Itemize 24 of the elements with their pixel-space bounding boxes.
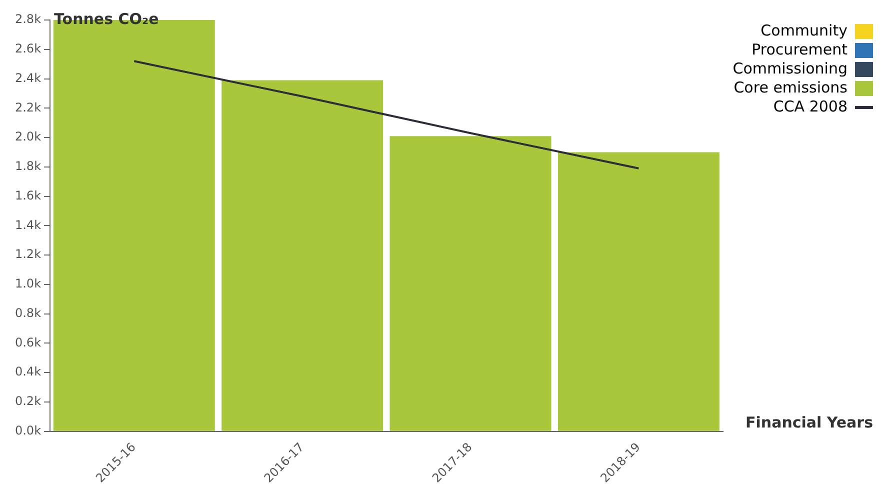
y-tick-label: 1.0k [14, 276, 42, 291]
y-tick-label: 0.2k [14, 394, 42, 408]
x-axis-title: Financial Years [746, 413, 874, 432]
bar [390, 136, 552, 431]
y-tick-label: 2.4k [14, 70, 42, 85]
y-tick-label: 0.8k [14, 306, 42, 320]
y-tick-label: 0.6k [14, 335, 42, 350]
bar [558, 152, 720, 431]
y-tick-label: 2.2k [14, 100, 42, 114]
legend-label: Procurement [752, 40, 848, 58]
y-tick-label: 2.8k [14, 12, 42, 26]
legend-label: CCA 2008 [773, 97, 848, 116]
y-tick-label: 1.2k [14, 247, 42, 262]
y-tick-label: 2.0k [14, 130, 42, 144]
y-tick-label: 0.4k [14, 364, 42, 379]
y-tick-label: 2.6k [14, 42, 42, 56]
y-tick-label: 1.4k [14, 218, 42, 232]
legend-label: Commissioning [732, 59, 848, 78]
legend-label: Community [760, 21, 848, 40]
legend-label: Core emissions [734, 78, 848, 96]
y-tick-label: 1.8k [14, 159, 42, 174]
bar [222, 80, 384, 431]
y-tick-label: 1.6k [14, 188, 42, 202]
y-tick-label: 0.0k [14, 423, 42, 438]
